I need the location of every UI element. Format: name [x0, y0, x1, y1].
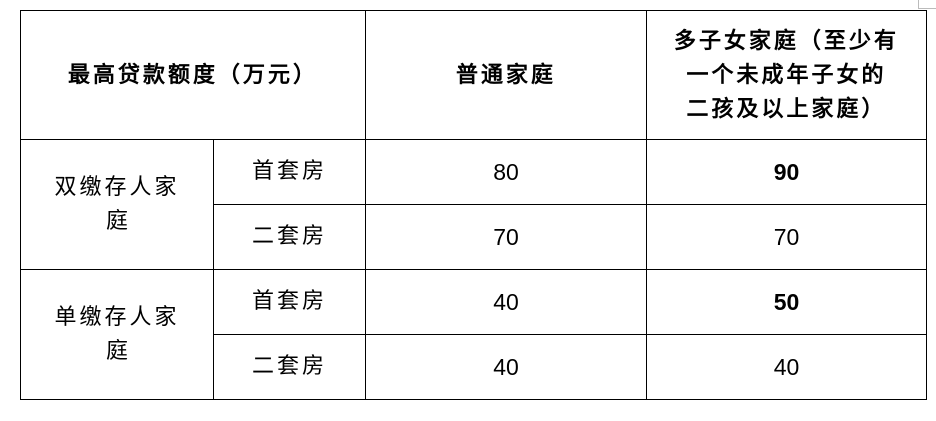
table-row: 双缴存人家庭 首套房 80 90 — [20, 139, 927, 270]
multi-child-value: 50 — [646, 269, 927, 335]
multi-child-value: 90 — [646, 139, 927, 205]
header-row: 最高贷款额度（万元） 普通家庭 多子女家庭（至少有 一个未成年子女的 二孩及以上… — [20, 10, 927, 140]
header-limit-label: 最高贷款额度（万元） — [20, 10, 366, 140]
header-regular-family: 普通家庭 — [365, 10, 647, 140]
page-corner-mark — [918, 0, 936, 9]
table-row: 单缴存人家庭 首套房 40 50 — [20, 269, 927, 400]
house-type: 首套房 — [213, 269, 366, 335]
loan-limit-table: 最高贷款额度（万元） 普通家庭 多子女家庭（至少有 一个未成年子女的 二孩及以上… — [20, 10, 927, 400]
house-type: 二套房 — [213, 334, 366, 400]
table-row: 二套房 70 70 — [21, 204, 927, 270]
house-type: 首套房 — [213, 139, 366, 205]
multi-child-value: 70 — [646, 204, 927, 270]
house-type: 二套房 — [213, 204, 366, 270]
regular-value: 80 — [365, 139, 647, 205]
table-row: 二套房 40 40 — [21, 334, 927, 400]
regular-value: 40 — [365, 334, 647, 400]
header-multi-child-family: 多子女家庭（至少有 一个未成年子女的 二孩及以上家庭） — [646, 10, 927, 140]
group-label-single: 单缴存人家庭 — [20, 269, 214, 400]
regular-value: 70 — [365, 204, 647, 270]
group-label-dual: 双缴存人家庭 — [20, 139, 214, 270]
regular-value: 40 — [365, 269, 647, 335]
multi-child-value: 40 — [646, 334, 927, 400]
